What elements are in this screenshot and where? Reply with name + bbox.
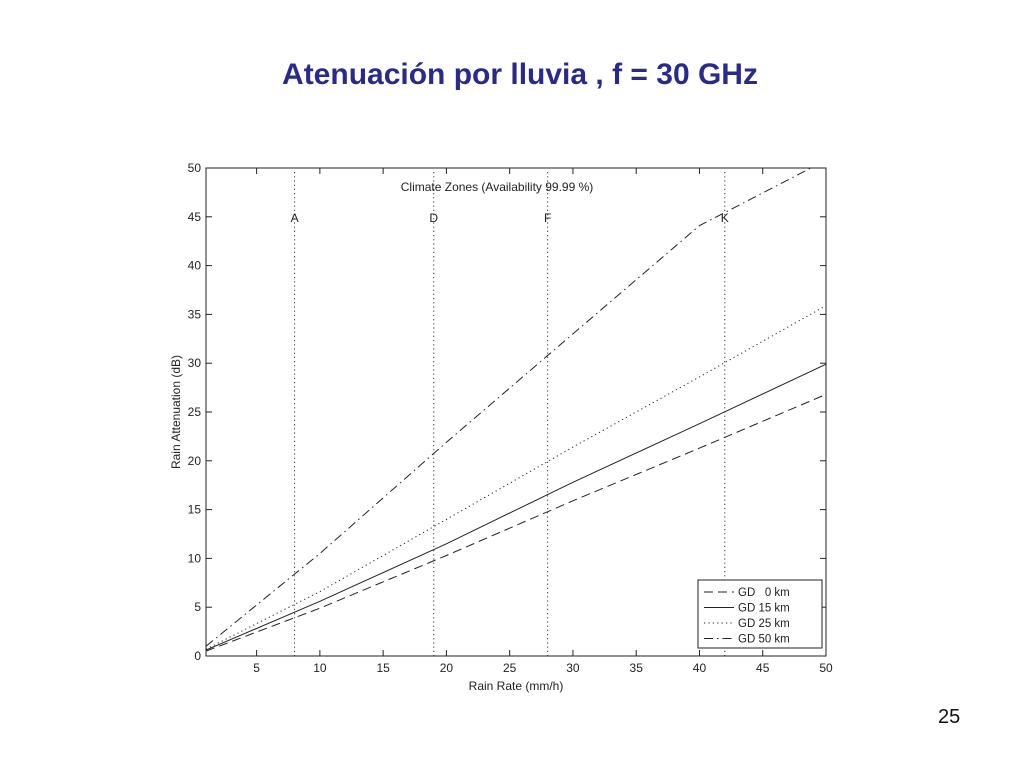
series-lines	[206, 168, 826, 652]
zone-label-d: D	[429, 211, 438, 225]
legend-label-1: GD 0 km	[738, 587, 790, 599]
x-tick-label: 40	[693, 661, 707, 675]
x-axis-label: Rain Rate (mm/h)	[469, 679, 564, 693]
y-tick-label: 45	[188, 210, 202, 224]
legend-label-2: GD 15 km	[738, 603, 790, 615]
y-tick-label: 35	[188, 307, 202, 321]
zone-label-k: K	[721, 211, 729, 225]
y-tick-label: 30	[188, 356, 202, 370]
zone-lines	[294, 172, 726, 656]
y-tick-label: 50	[188, 161, 202, 175]
series-line-4	[206, 168, 813, 647]
x-tick-label: 20	[440, 661, 454, 675]
series-line-2	[206, 363, 826, 651]
x-tick-label: 30	[566, 661, 580, 675]
axis-ticks	[206, 167, 827, 657]
x-tick-label: 10	[313, 661, 327, 675]
y-tick-label: 25	[188, 405, 202, 419]
y-tick-label: 40	[188, 259, 202, 273]
x-tick-label: 25	[503, 661, 517, 675]
slide-title: Atenuación por lluvia , f = 30 GHz	[282, 58, 758, 91]
legend-label-4: GD 50 km	[738, 634, 790, 646]
zone-label-a: A	[291, 211, 299, 225]
climate-zones-annotation: Climate Zones (Availability 99.99 %)	[401, 180, 594, 194]
zone-label-f: F	[544, 211, 551, 225]
x-tick-label: 45	[756, 661, 770, 675]
series-line-1	[206, 393, 826, 652]
chart-text: A D F K 5 10 15 20 25 30 35 40 45 50 0 5 10 15 20 25 30 35 40 4…	[169, 161, 833, 693]
legend: GD 0 km GD 15 km GD 25 km GD 50 km	[697, 579, 823, 649]
y-tick-label: 10	[188, 551, 202, 565]
legend-box	[697, 579, 823, 649]
y-tick-label: 0	[194, 649, 201, 663]
series-line-3	[206, 305, 826, 650]
x-tick-label: 15	[376, 661, 390, 675]
y-axis-label: Rain Attenuation (dB)	[169, 355, 183, 469]
page-number: 25	[938, 706, 961, 728]
y-tick-label: 5	[194, 600, 201, 614]
x-tick-label: 35	[630, 661, 644, 675]
legend-label-3: GD 25 km	[738, 618, 790, 630]
x-tick-label: 50	[819, 661, 833, 675]
x-tick-label: 5	[253, 661, 260, 675]
y-tick-label: 15	[188, 503, 202, 517]
y-tick-label: 20	[188, 454, 202, 468]
